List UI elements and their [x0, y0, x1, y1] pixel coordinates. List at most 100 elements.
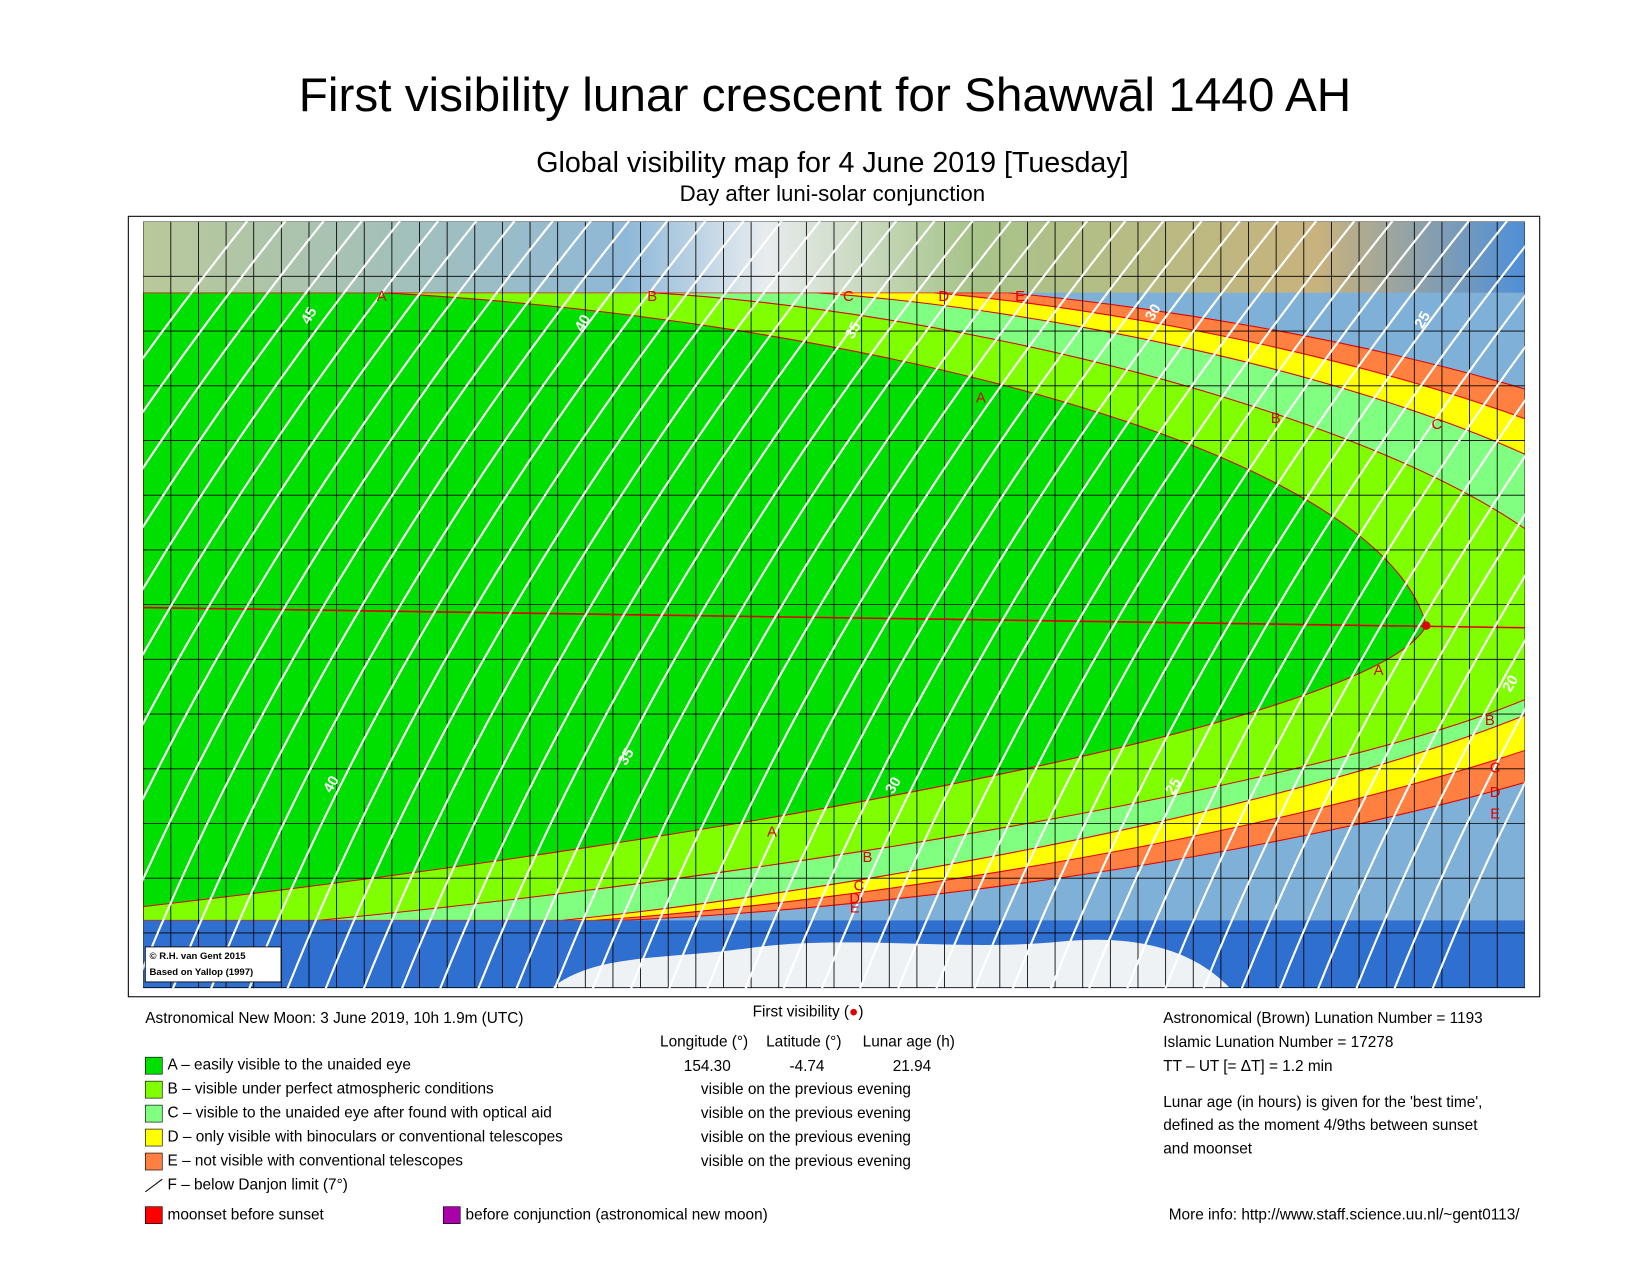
column-header: Latitude (°)	[766, 1033, 841, 1050]
contour-label: 45	[299, 305, 321, 327]
legend-label: moonset before sunset	[168, 1206, 325, 1223]
contour-line	[782, 221, 1241, 989]
contour-line	[1355, 638, 1525, 989]
row-text: visible on the previous evening	[701, 1081, 911, 1098]
new-moon: Astronomical New Moon: 3 June 2019, 10h …	[145, 1010, 523, 1027]
row-text: visible on the previous evening	[701, 1153, 911, 1170]
contour-label: 35	[616, 746, 638, 768]
zone-label: C	[1431, 417, 1442, 433]
contour-line	[143, 221, 363, 529]
zone-label: A	[976, 391, 986, 407]
contour-line	[859, 221, 1318, 989]
column-header: Longitude (°)	[660, 1033, 748, 1050]
contour-line	[1202, 399, 1525, 989]
legend-swatch	[144, 1178, 163, 1193]
contour-line	[210, 221, 669, 989]
zone-label: C	[854, 878, 865, 894]
contour-line	[744, 221, 1203, 989]
contours	[143, 221, 1525, 989]
contour-line	[143, 221, 516, 801]
credit: © R.H. van Gent 2015	[150, 951, 247, 962]
zone-label: D	[938, 289, 949, 305]
contour-line	[973, 221, 1432, 989]
contour-line	[143, 221, 401, 591]
first-visibility-dot	[1421, 621, 1431, 630]
contour-line	[897, 221, 1356, 989]
contour-line	[553, 221, 1012, 989]
contour-line	[143, 221, 478, 726]
contour-label: 40	[321, 773, 343, 795]
legend-swatch	[442, 1206, 461, 1224]
conjunction-line	[143, 606, 1525, 629]
zone-label: E	[1015, 289, 1025, 305]
zone-label: C	[843, 289, 854, 305]
contour-line	[400, 221, 860, 989]
contour-line	[668, 221, 1127, 989]
lunation: Islamic Lunation Number = 17278	[1163, 1034, 1393, 1051]
contour-line	[362, 221, 821, 989]
contour-line	[1240, 454, 1525, 989]
contour-line	[935, 221, 1394, 989]
contour-line	[143, 221, 287, 414]
contour-line	[1049, 221, 1508, 989]
grid	[143, 221, 1525, 989]
contour-line	[1393, 707, 1525, 989]
contour-line	[630, 221, 1089, 989]
legend-swatch	[144, 1128, 163, 1147]
lunation: TT – UT [= ΔT] = 1.2 min	[1163, 1058, 1332, 1075]
lunation: Astronomical (Brown) Lunation Number = 1…	[1163, 1010, 1482, 1027]
legend-swatch	[144, 1080, 163, 1099]
contour-line	[591, 221, 1050, 989]
contour-label: 25	[1412, 309, 1434, 331]
contour-label: 20	[1500, 673, 1522, 695]
column-header: Lunar age (h)	[863, 1033, 955, 1050]
contour-line	[324, 221, 783, 989]
contour-line	[143, 221, 554, 882]
contour-line	[515, 221, 974, 989]
contour-line	[1011, 221, 1470, 989]
legend-swatch	[144, 1104, 163, 1123]
column-value: -4.74	[789, 1058, 824, 1075]
contour-line	[706, 221, 1165, 989]
zone-label: B	[862, 850, 872, 866]
column-value: 21.94	[893, 1058, 932, 1075]
zone-label: A	[1374, 663, 1384, 679]
more-info: More info: http://www.staff.science.uu.n…	[1169, 1206, 1520, 1223]
zone-label: B	[1271, 411, 1281, 427]
legend-label: C – visible to the unaided eye after fou…	[168, 1105, 552, 1122]
contour-line	[1317, 574, 1525, 989]
contour-line	[143, 221, 325, 470]
legend-swatch	[144, 1056, 163, 1075]
title-part: )	[858, 1004, 863, 1021]
legend-label: F – below Danjon limit (7°)	[168, 1177, 348, 1194]
note: and moonset	[1163, 1141, 1253, 1158]
zone-label: E	[850, 901, 860, 917]
credit-box	[144, 946, 282, 983]
zone-label: A	[767, 824, 777, 840]
contour-line	[820, 221, 1279, 989]
info: A – easily visible to the unaided eye B –…	[144, 1010, 1483, 1224]
contour-line	[143, 221, 249, 360]
contour-line	[1088, 245, 1525, 989]
legend-label: A – easily visible to the unaided eye	[168, 1057, 411, 1074]
contour-line	[1164, 345, 1525, 989]
contour-line	[143, 221, 440, 657]
subtitle: Global visibility map for 4 June 2019 [T…	[536, 147, 1128, 179]
legend-swatch	[144, 1152, 163, 1171]
contour-line	[439, 221, 898, 989]
credit: Based on Yallop (1997)	[150, 967, 254, 978]
note: defined as the moment 4/9ths between sun…	[1163, 1117, 1478, 1134]
contour-line	[477, 221, 936, 989]
contour-line	[1431, 780, 1525, 989]
zone-label: B	[1485, 713, 1495, 729]
note: Lunar age (in hours) is given for the 'b…	[1163, 1094, 1482, 1111]
contour-label: 25	[1163, 776, 1185, 798]
legend-label: D – only visible with binoculars or conv…	[168, 1129, 564, 1146]
zone-label: C	[1490, 761, 1501, 777]
zone-label: B	[647, 289, 657, 305]
contour-line	[1126, 294, 1525, 989]
first-visibility-title: First visibility (●)	[753, 1004, 864, 1021]
